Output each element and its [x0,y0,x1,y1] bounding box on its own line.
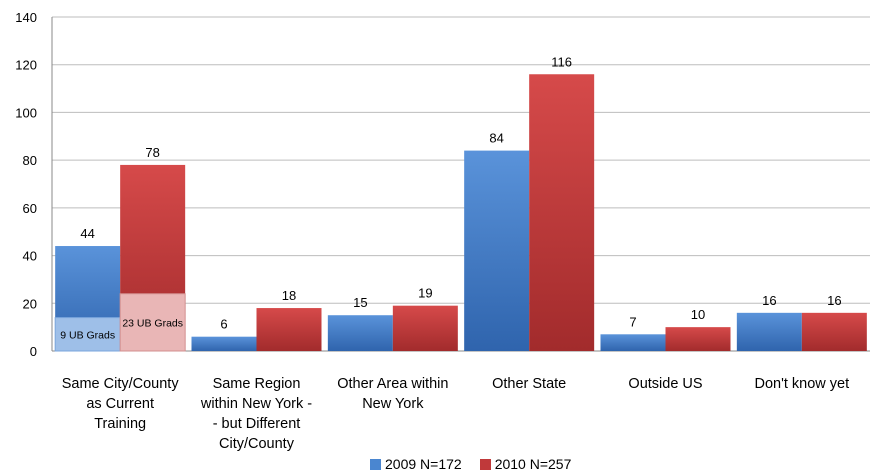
sub-segment [119,293,186,352]
sub-segment-label: 9 UB Grads [60,329,115,341]
legend-item-2009: 2009 N=172 [370,456,462,472]
bar-2009 [736,312,802,351]
gridlines [52,16,870,352]
legend-swatch-2010 [479,458,491,470]
y-tick-label: 120 [15,58,37,73]
bar-2010 [665,327,731,351]
data-label: 16 [762,293,776,308]
x-category-label: Same Region within New York -- but Differ… [200,376,312,452]
y-axis: 0 20 40 60 80 100 120 140 [15,10,53,359]
data-label: 6 [220,317,227,332]
bar-2010 [529,74,595,351]
bar-2009 [191,336,257,351]
data-label: 18 [282,288,296,303]
data-label: 84 [489,131,503,146]
bar-2009 [464,150,530,351]
data-label: 7 [629,314,636,329]
bar-2010 [392,305,458,351]
sub-segment [54,317,121,352]
data-label: 10 [691,307,705,322]
bar-2010 [256,308,322,351]
data-label: 116 [551,54,572,69]
y-tick-label: 0 [30,344,37,359]
data-label: 19 [418,286,432,301]
y-tick-label: 20 [23,296,37,311]
y-tick-label: 60 [23,201,37,216]
data-label: 15 [353,295,367,310]
y-tick-label: 40 [23,249,37,264]
data-labels: 44 6 15 84 7 16 78 18 19 116 10 16 9 UB Grads 23 UB G… [60,54,841,341]
x-category-label: Don't know yet [755,376,850,392]
y-tick-label: 80 [23,153,37,168]
legend: 2009 N=172 2010 N=257 [370,456,571,472]
legend-item-2010: 2010 N=257 [479,456,572,472]
x-category-label: Outside US [628,376,702,392]
y-tick-label: 100 [15,105,37,120]
bars [54,74,867,352]
data-label: 78 [145,145,159,160]
data-label: 16 [827,293,841,308]
y-tick-label: 140 [15,10,37,25]
x-category-label: Other Area within New York [337,376,448,412]
sub-segment-label: 23 UB Grads [122,317,183,329]
bar-2010 [801,312,867,351]
x-axis: Same City/County as Current Training Same R… [62,376,849,452]
bar-2009 [327,315,393,351]
legend-swatch-2009 [370,458,381,470]
legend-label-2009: 2009 N=172 [385,456,462,472]
legend-label-2010: 2010 N=257 [494,456,572,472]
data-label: 44 [80,226,94,241]
bar-2009 [600,334,666,351]
x-category-label: Same City/County as Current Training [62,376,180,432]
x-category-label: Other State [492,376,566,392]
